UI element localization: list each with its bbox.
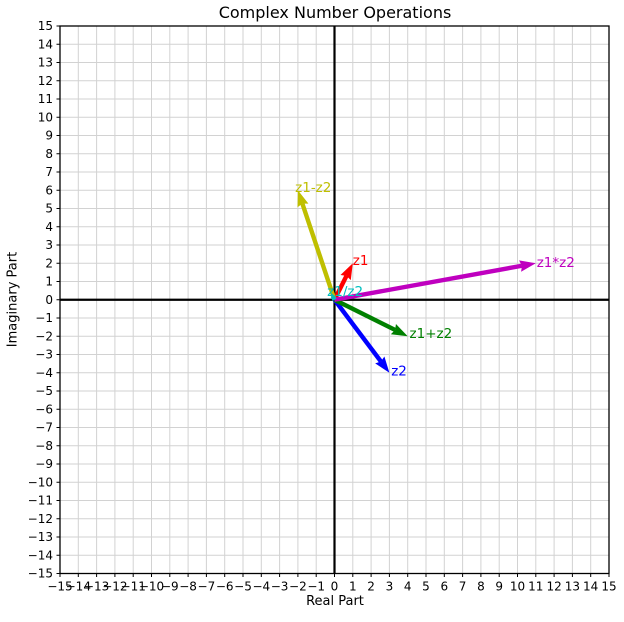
y-tick-label: −4	[35, 366, 53, 380]
x-tick-label: −5	[234, 580, 252, 594]
y-tick-label: 3	[45, 238, 53, 252]
y-tick-label: −6	[35, 402, 53, 416]
y-tick-label: 2	[45, 256, 53, 270]
x-tick-label: 4	[404, 580, 412, 594]
y-tick-label: 11	[38, 92, 53, 106]
x-tick-label: −15	[47, 580, 72, 594]
y-tick-label: −15	[28, 567, 53, 581]
x-tick-label: −4	[252, 580, 270, 594]
x-tick-label: 8	[477, 580, 485, 594]
vector-z1-head	[340, 263, 353, 281]
x-tick-label: −13	[84, 580, 109, 594]
y-tick-label: 7	[45, 165, 53, 179]
vector-label-z1-minus-z2: z1-z2	[295, 180, 331, 196]
y-tick-label: 4	[45, 220, 53, 234]
vector-z1-div-z2-shaft	[330, 295, 337, 301]
y-tick-label: 9	[45, 129, 53, 143]
x-tick-label: 0	[331, 580, 339, 594]
x-tick-label: 15	[601, 580, 616, 594]
vector-label-z1: z1	[353, 253, 369, 269]
x-tick-label: −11	[121, 580, 146, 594]
x-tick-label: −2	[289, 580, 307, 594]
y-tick-label: 14	[38, 37, 53, 51]
vector-z2-head	[375, 356, 390, 373]
y-tick-label: −9	[35, 457, 53, 471]
y-tick-label: −13	[28, 530, 53, 544]
y-tick-label: −14	[28, 548, 53, 562]
x-tick-label: 11	[528, 580, 543, 594]
x-tick-label: −3	[271, 580, 289, 594]
vector-label-z1-times-z2: z1*z2	[537, 255, 575, 271]
y-tick-label: −1	[35, 311, 53, 325]
y-tick-label: −8	[35, 439, 53, 453]
x-tick-label: 14	[583, 580, 598, 594]
x-tick-label: 13	[565, 580, 580, 594]
x-tick-label: 2	[367, 580, 375, 594]
y-tick-label: −5	[35, 384, 53, 398]
y-tick-label: 0	[45, 293, 53, 307]
vector-z1-minus-z2-shaft	[300, 202, 337, 301]
x-tick-label: −9	[161, 580, 179, 594]
y-tick-label: 10	[38, 110, 53, 124]
x-tick-label: 5	[422, 580, 430, 594]
y-tick-label: 12	[38, 74, 53, 88]
x-tick-label: −7	[198, 580, 216, 594]
x-tick-label: −8	[179, 580, 197, 594]
y-tick-label: −2	[35, 329, 53, 343]
x-tick-label: 12	[546, 580, 561, 594]
x-tick-label: 7	[459, 580, 467, 594]
chart-title: Complex Number Operations	[218, 3, 452, 22]
y-tick-label: −7	[35, 421, 53, 435]
vector-z2-shaft	[332, 298, 383, 363]
x-tick-label: −1	[307, 580, 325, 594]
y-tick-label: −12	[28, 512, 53, 526]
vector-z1-shaft	[332, 274, 349, 301]
y-tick-label: 15	[38, 19, 53, 33]
y-tick-label: −10	[28, 475, 53, 489]
x-tick-label: 10	[510, 580, 525, 594]
x-axis-label: Real Part	[306, 594, 364, 609]
x-tick-label: 1	[349, 580, 357, 594]
y-tick-label: 6	[45, 183, 53, 197]
y-tick-label: 1	[45, 275, 53, 289]
vector-z1-times-z2-shaft	[334, 263, 523, 302]
vector-z1-minus-z2-head	[297, 190, 309, 208]
x-tick-label: −10	[139, 580, 164, 594]
y-axis-label: Imaginary Part	[5, 251, 21, 348]
vector-z1-div-z2-head	[330, 292, 335, 298]
vector-z1-plus-z2-shaft	[333, 297, 397, 332]
x-tick-label: −14	[66, 580, 91, 594]
x-tick-label: 9	[495, 580, 503, 594]
vector-label-z1-plus-z2: z1+z2	[410, 326, 453, 342]
x-tick-label: −12	[102, 580, 127, 594]
y-tick-label: 13	[38, 56, 53, 70]
vector-z1-times-z2-head	[519, 260, 536, 272]
x-tick-label: −6	[216, 580, 234, 594]
x-tick-label: 6	[440, 580, 448, 594]
vector-z1-plus-z2-head	[390, 323, 408, 337]
y-tick-label: 8	[45, 147, 53, 161]
y-tick-label: 5	[45, 202, 53, 216]
vector-label-z1-div-z2: z1/z2	[327, 284, 363, 300]
vector-label-z2: z2	[391, 363, 407, 379]
y-tick-label: −3	[35, 348, 53, 362]
x-tick-label: 3	[386, 580, 394, 594]
y-tick-label: −11	[28, 494, 53, 508]
